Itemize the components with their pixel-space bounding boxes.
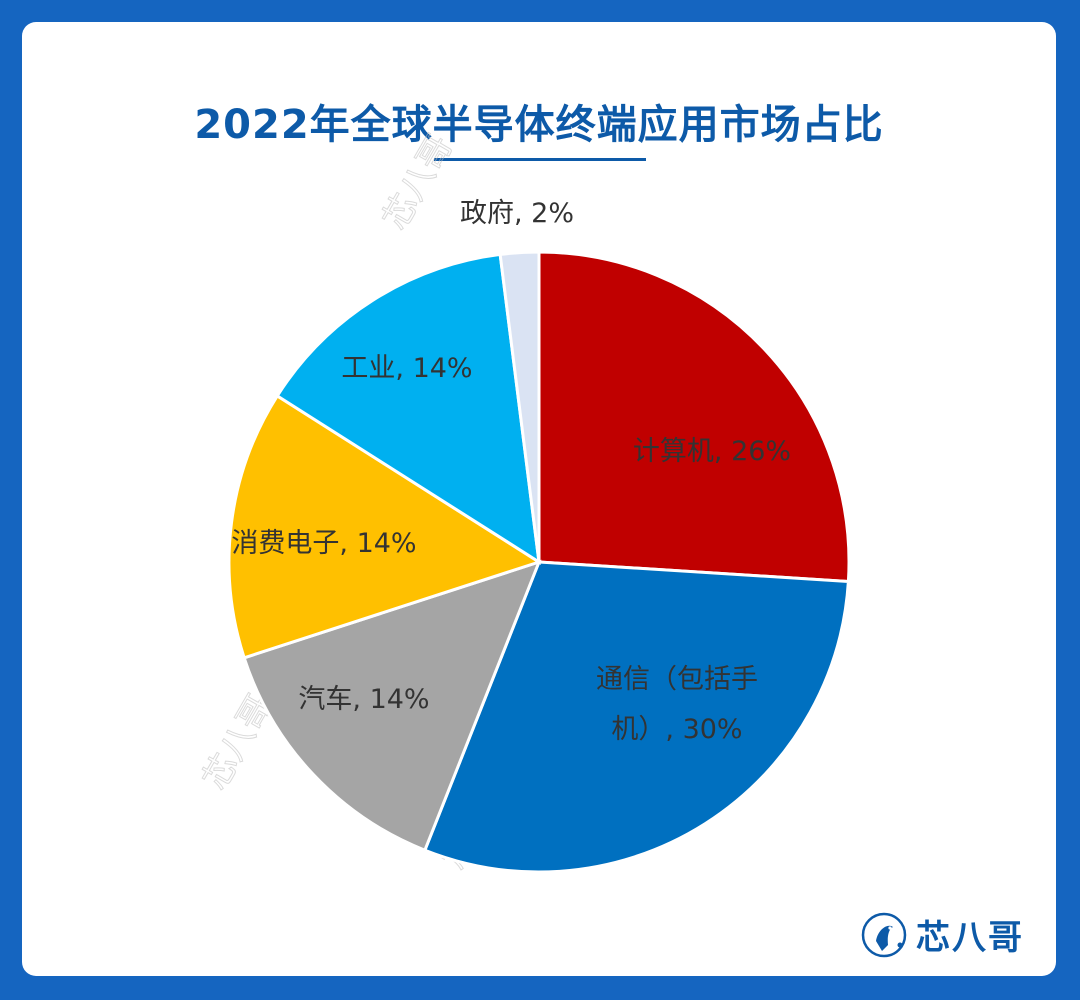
pie-chart: 芯八哥 芯八哥 芯八哥 芯八哥 芯八哥 计算机, 26%通信（包括手机）, 30…: [195, 128, 851, 877]
brand-name: 芯八哥: [916, 918, 1024, 958]
brand-logo: 芯八哥: [860, 910, 1024, 959]
slice-label-0: 计算机, 26%: [633, 436, 791, 467]
slice-label-3: 消费电子, 14%: [231, 528, 416, 559]
slice-label-5: 政府, 2%: [460, 198, 574, 229]
chart-title: 2022年全球半导体终端应用市场占比: [194, 102, 884, 148]
svg-text:芯八哥: 芯八哥: [375, 128, 461, 236]
chart-card: 2022年全球半导体终端应用市场占比 芯八哥 芯八哥 芯八哥 芯八哥 芯八哥 计…: [22, 22, 1056, 976]
pie-slice-0: [537, 250, 851, 584]
slice-label-1: 通信（包括手机）, 30%: [596, 664, 758, 745]
pie-slice-1: [422, 560, 850, 874]
pie-slice-5: [498, 250, 541, 563]
title-underline: [434, 158, 646, 161]
pie-slice-3: [227, 393, 543, 660]
slice-label-4: 工业, 14%: [341, 353, 472, 384]
bird-logo-icon: [861, 912, 907, 957]
pie-slice-4: [275, 252, 541, 565]
slice-label-2: 汽车, 14%: [298, 684, 429, 715]
